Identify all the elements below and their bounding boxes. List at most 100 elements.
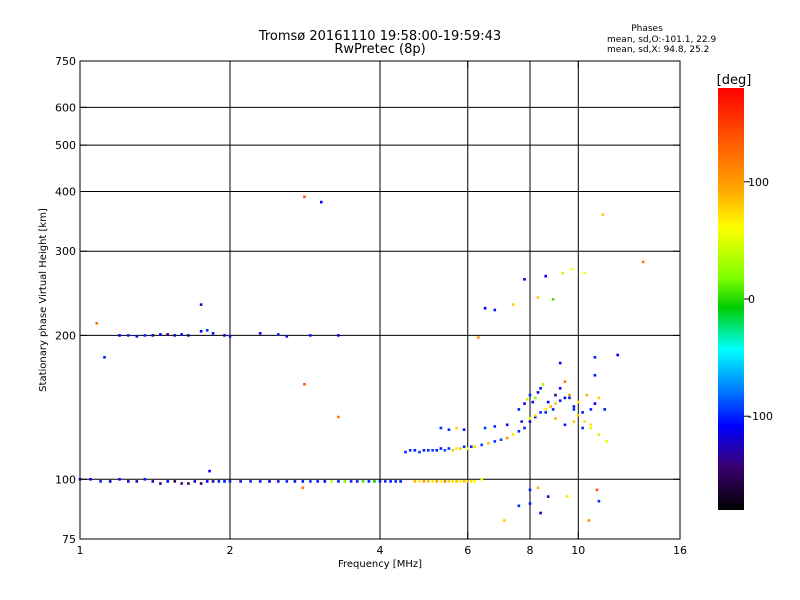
data-point: [187, 334, 190, 337]
data-point: [413, 480, 417, 483]
data-point: [511, 433, 515, 436]
data-point: [568, 393, 571, 397]
data-point: [544, 408, 547, 411]
x-tick-label: 1: [77, 544, 84, 557]
x-tick-label: 8: [527, 544, 534, 557]
data-point: [151, 334, 155, 337]
data-point: [572, 420, 576, 423]
data-point: [439, 426, 443, 430]
data-point: [413, 449, 417, 452]
data-point: [493, 308, 497, 312]
data-point: [173, 334, 177, 337]
data-point: [187, 482, 190, 485]
data-point: [330, 480, 333, 483]
data-point: [435, 480, 439, 483]
y-tick-label: 500: [55, 139, 76, 152]
data-point: [249, 480, 252, 483]
data-point: [546, 400, 550, 404]
data-point: [418, 450, 421, 454]
data-point: [320, 200, 323, 204]
y-axis-label: Stationary phase Virtual Height [km]: [38, 208, 49, 392]
data-point: [355, 480, 359, 483]
data-point: [389, 480, 392, 483]
data-point: [568, 396, 571, 400]
data-points: [78, 195, 645, 522]
data-point: [127, 480, 130, 483]
data-point: [217, 480, 221, 483]
data-point: [466, 447, 469, 450]
data-point: [89, 478, 92, 481]
data-point: [605, 440, 608, 443]
data-point: [493, 425, 497, 428]
data-point: [258, 332, 262, 335]
data-point: [143, 334, 147, 337]
data-point: [597, 396, 601, 400]
data-point: [544, 274, 547, 278]
data-point: [159, 482, 162, 485]
data-point: [384, 480, 387, 483]
data-point: [118, 334, 121, 337]
data-point: [277, 333, 280, 336]
data-point: [593, 402, 597, 405]
data-point: [536, 296, 540, 299]
data-point: [103, 356, 106, 359]
data-point: [135, 480, 139, 483]
data-point: [166, 480, 169, 483]
data-point: [309, 334, 312, 337]
data-point: [558, 361, 562, 365]
data-point: [455, 480, 458, 483]
data-point: [597, 433, 601, 436]
data-point: [166, 333, 169, 336]
data-point: [303, 383, 306, 386]
x-tick-label: 4: [377, 544, 384, 557]
data-point: [517, 430, 521, 433]
data-point: [539, 511, 542, 515]
colorbar-ticks: 100 0 -100: [744, 176, 773, 423]
data-point: [572, 405, 576, 408]
data-point: [536, 486, 540, 490]
data-point: [473, 480, 477, 483]
data-point: [443, 480, 447, 483]
data-point: [427, 480, 430, 483]
data-point: [439, 447, 443, 450]
data-point: [277, 480, 280, 483]
data-point: [301, 480, 305, 483]
data-point: [499, 438, 503, 441]
data-point: [408, 449, 412, 452]
data-point: [483, 306, 487, 310]
data-point: [367, 480, 371, 483]
data-point: [208, 469, 211, 473]
data-point: [435, 449, 439, 452]
data-point: [431, 480, 434, 483]
y-axis-ticks: 75 100 200 300 400 500 600 750: [55, 55, 680, 546]
data-point: [399, 480, 402, 483]
data-point: [199, 482, 203, 485]
data-point: [528, 417, 532, 420]
data-point: [228, 335, 232, 338]
data-point: [199, 303, 203, 306]
data-point: [459, 480, 462, 483]
data-point: [511, 303, 515, 306]
data-point: [517, 504, 521, 508]
x-tick-label: 10: [571, 544, 585, 557]
data-point: [558, 399, 562, 402]
data-point: [502, 519, 506, 522]
data-point: [593, 374, 597, 377]
data-point: [108, 480, 112, 483]
data-point: [422, 449, 426, 452]
data-point: [323, 480, 327, 483]
x-tick-label: 16: [673, 544, 687, 557]
phase-colorbar: [718, 88, 744, 510]
data-point: [205, 480, 209, 483]
data-point: [477, 336, 480, 339]
data-point: [546, 495, 550, 498]
data-point: [316, 480, 319, 483]
colorbar-label: [deg]: [717, 73, 752, 88]
data-point: [258, 480, 262, 483]
data-point: [534, 396, 537, 400]
colorbar-tick-label: 100: [748, 176, 769, 189]
data-point: [443, 449, 447, 452]
data-point: [455, 426, 458, 430]
data-point: [585, 393, 589, 397]
